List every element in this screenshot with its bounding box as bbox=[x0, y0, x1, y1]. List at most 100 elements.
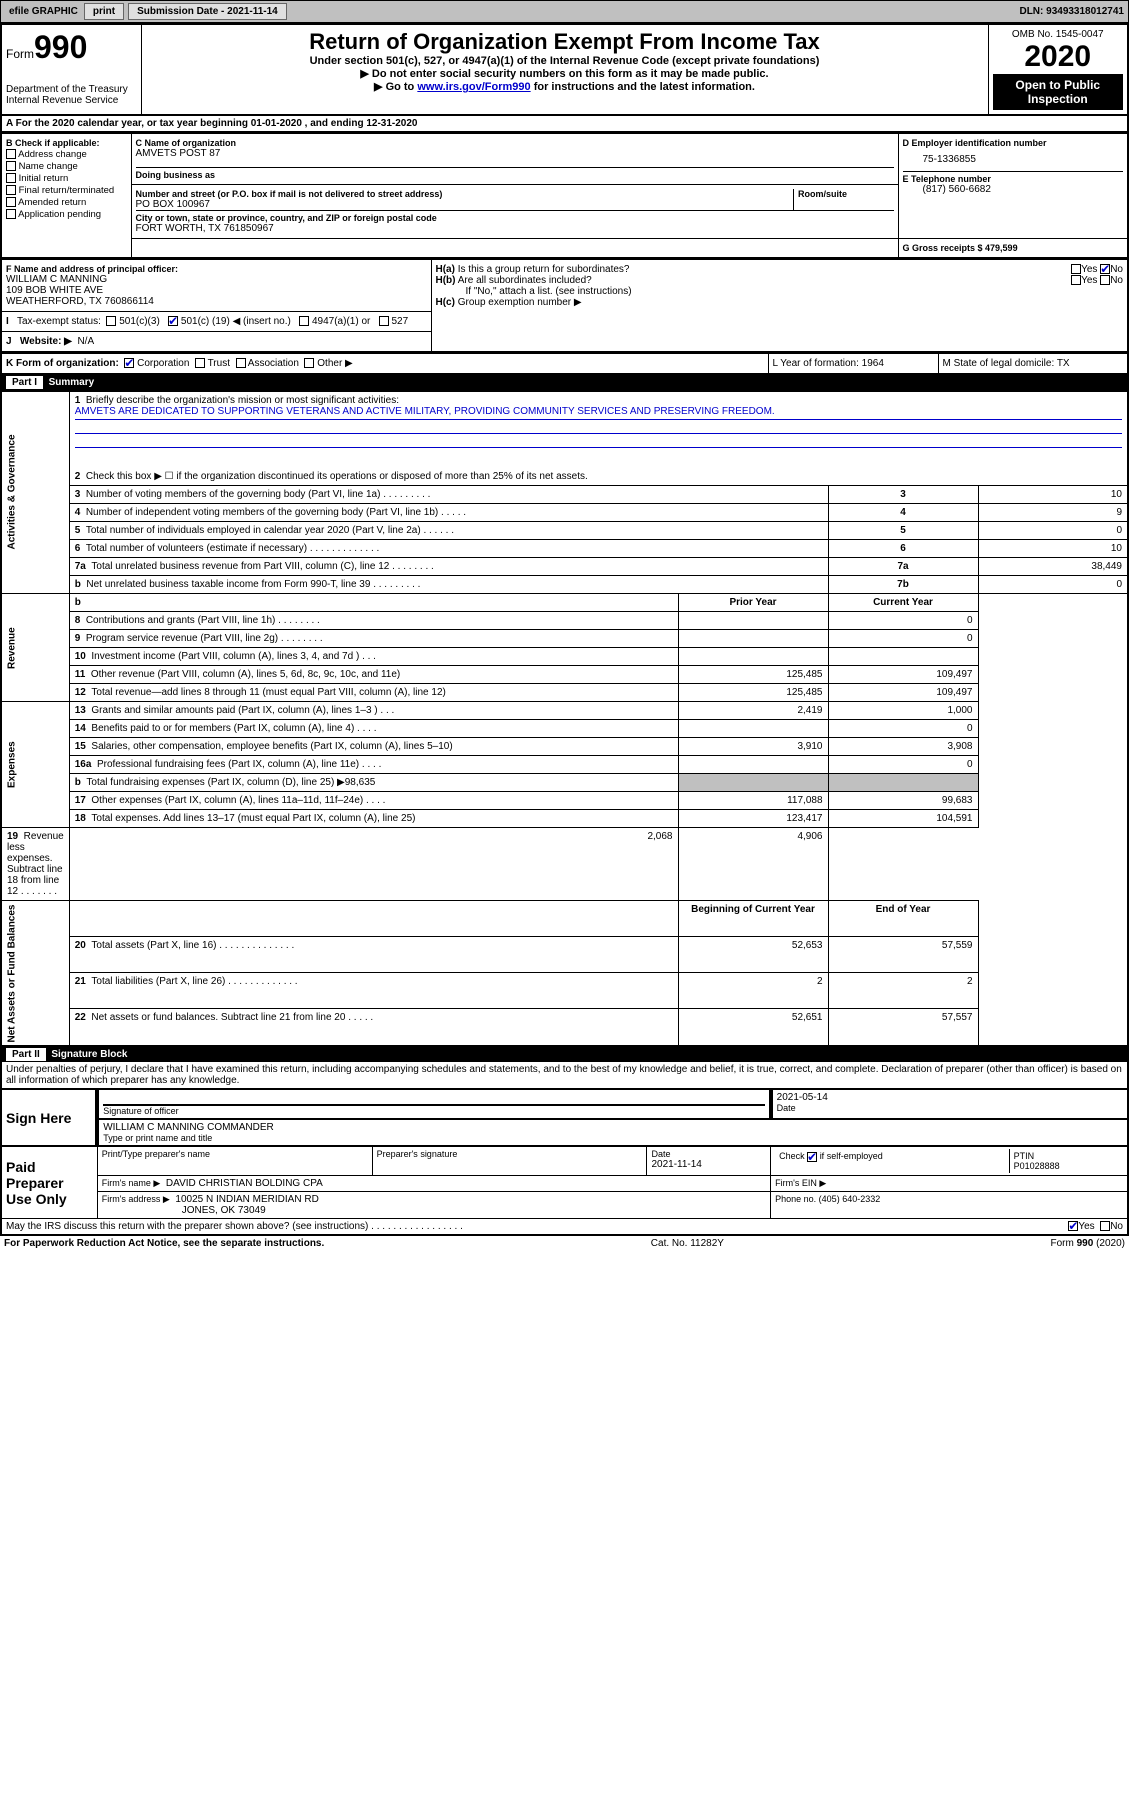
firm-name: DAVID CHRISTIAN BOLDING CPA bbox=[166, 1178, 323, 1189]
expense-row: 18 Total expenses. Add lines 13–17 (must… bbox=[1, 810, 1128, 828]
submission-date-label: Submission Date - 2021-11-14 bbox=[128, 3, 287, 20]
expense-row: b Total fundraising expenses (Part IX, c… bbox=[1, 774, 1128, 792]
form990-link[interactable]: www.irs.gov/Form990 bbox=[417, 81, 530, 93]
firm-phone: Phone no. (405) 640-2332 bbox=[775, 1194, 880, 1204]
hb-no-checkbox[interactable] bbox=[1100, 275, 1110, 285]
sign-here-label: Sign Here bbox=[1, 1090, 97, 1146]
address-value: PO BOX 100967 bbox=[136, 199, 794, 210]
sign-date: 2021-05-14 bbox=[777, 1092, 1123, 1103]
signature-officer-label: Signature of officer bbox=[103, 1106, 764, 1116]
amended-return-checkbox[interactable] bbox=[6, 197, 16, 207]
application-pending-checkbox[interactable] bbox=[6, 209, 16, 219]
501c3-checkbox[interactable] bbox=[106, 316, 116, 326]
perjury-declaration: Under penalties of perjury, I declare th… bbox=[0, 1062, 1129, 1090]
other-checkbox[interactable] bbox=[304, 358, 314, 368]
city-label: City or town, state or province, country… bbox=[136, 210, 894, 223]
officer-addr2: WEATHERFORD, TX 760866114 bbox=[6, 296, 427, 307]
discuss-yes-checkbox[interactable] bbox=[1068, 1221, 1078, 1231]
org-name-label: C Name of organization bbox=[136, 138, 894, 148]
revenue-row: 10 Investment income (Part VIII, column … bbox=[1, 648, 1128, 666]
state-domicile: M State of legal domicile: TX bbox=[943, 358, 1070, 369]
phone-value: (817) 560-6682 bbox=[903, 184, 1124, 195]
side-expenses: Expenses bbox=[1, 702, 69, 828]
preparer-date: 2021-11-14 bbox=[651, 1159, 766, 1170]
print-button[interactable]: print bbox=[84, 3, 124, 20]
4947-checkbox[interactable] bbox=[299, 316, 309, 326]
revenue-row: 9 Program service revenue (Part VIII, li… bbox=[1, 630, 1128, 648]
trust-checkbox[interactable] bbox=[195, 358, 205, 368]
dba-label: Doing business as bbox=[136, 167, 894, 180]
expense-row: 19 Revenue less expenses. Subtract line … bbox=[1, 828, 1128, 901]
part2-header: Part II Signature Block bbox=[0, 1047, 1129, 1062]
discuss-no-checkbox[interactable] bbox=[1100, 1221, 1110, 1231]
officer-addr1: 109 BOB WHITE AVE bbox=[6, 285, 427, 296]
attach-list: If "No," attach a list. (see instruction… bbox=[436, 286, 1124, 297]
officer-status-block: F Name and address of principal officer:… bbox=[0, 259, 1129, 353]
under-section: Under section 501(c), 527, or 4947(a)(1)… bbox=[146, 55, 984, 67]
form-title: Return of Organization Exempt From Incom… bbox=[146, 29, 984, 55]
corp-checkbox[interactable] bbox=[124, 358, 134, 368]
current-year-header: Current Year bbox=[828, 594, 978, 612]
expense-row: 15 Salaries, other compensation, employe… bbox=[1, 738, 1128, 756]
gov-row: 7a Total unrelated business revenue from… bbox=[1, 558, 1128, 576]
part1-header: Part I Summary bbox=[0, 375, 1129, 390]
signature-table: Sign Here Signature of officer 2021-05-1… bbox=[0, 1090, 1129, 1236]
efile-label: efile GRAPHIC bbox=[9, 6, 78, 17]
top-toolbar: efile GRAPHIC print Submission Date - 20… bbox=[0, 0, 1129, 23]
form-header: Form990 Department of the Treasury Inter… bbox=[0, 23, 1129, 116]
end-year-header: End of Year bbox=[828, 901, 978, 937]
omb-number: OMB No. 1545-0047 bbox=[993, 29, 1124, 40]
net-assets-row: 20 Total assets (Part X, line 16) . . . … bbox=[1, 937, 1128, 973]
paid-preparer-label: Paid Preparer Use Only bbox=[1, 1146, 97, 1219]
gov-row: 6 Total number of volunteers (estimate i… bbox=[1, 540, 1128, 558]
public-inspection-badge: Open to Public Inspection bbox=[993, 74, 1124, 110]
tax-year-range: A For the 2020 calendar year, or tax yea… bbox=[0, 116, 1129, 133]
officer-name: WILLIAM C MANNING bbox=[6, 274, 427, 285]
527-checkbox[interactable] bbox=[379, 316, 389, 326]
assoc-checkbox[interactable] bbox=[236, 358, 246, 368]
dept-treasury: Department of the Treasury bbox=[6, 84, 137, 95]
self-employed-checkbox[interactable] bbox=[807, 1152, 817, 1162]
year-formation: L Year of formation: 1964 bbox=[773, 358, 884, 369]
net-assets-row: 21 Total liabilities (Part X, line 26) .… bbox=[1, 973, 1128, 1009]
ha-no-checkbox[interactable] bbox=[1100, 264, 1110, 274]
expense-row: 16a Professional fundraising fees (Part … bbox=[1, 756, 1128, 774]
officer-label: F Name and address of principal officer: bbox=[6, 264, 427, 274]
page-footer: For Paperwork Reduction Act Notice, see … bbox=[0, 1236, 1129, 1251]
gross-receipts: G Gross receipts $ 479,599 bbox=[903, 243, 1124, 253]
initial-return-checkbox[interactable] bbox=[6, 173, 16, 183]
expense-row: 17 Other expenses (Part IX, column (A), … bbox=[1, 792, 1128, 810]
identity-block: B Check if applicable: Address change Na… bbox=[0, 133, 1129, 259]
ha-yes-checkbox[interactable] bbox=[1071, 264, 1081, 274]
prior-year-header: Prior Year bbox=[678, 594, 828, 612]
website-value: N/A bbox=[77, 336, 94, 347]
form-990-number: 990 bbox=[34, 29, 87, 65]
tax-year: 2020 bbox=[993, 40, 1124, 74]
gov-row: 3 Number of voting members of the govern… bbox=[1, 486, 1128, 504]
room-suite-label: Room/suite bbox=[798, 189, 890, 199]
city-value: FORT WORTH, TX 761850967 bbox=[136, 223, 894, 234]
phone-label: E Telephone number bbox=[903, 171, 1124, 184]
dept-irs: Internal Revenue Service bbox=[6, 95, 137, 106]
revenue-row: 12 Total revenue—add lines 8 through 11 … bbox=[1, 684, 1128, 702]
final-return-checkbox[interactable] bbox=[6, 185, 16, 195]
part1-table: Activities & Governance 1 Briefly descri… bbox=[0, 390, 1129, 1047]
side-net-assets: Net Assets or Fund Balances bbox=[1, 901, 69, 1047]
501c-checkbox[interactable] bbox=[168, 316, 178, 326]
address-change-checkbox[interactable] bbox=[6, 149, 16, 159]
box-b-heading: B Check if applicable: bbox=[6, 138, 127, 148]
gov-row: 4 Number of independent voting members o… bbox=[1, 504, 1128, 522]
cat-no: Cat. No. 11282Y bbox=[651, 1238, 724, 1249]
mission-text: AMVETS ARE DEDICATED TO SUPPORTING VETER… bbox=[75, 406, 1122, 420]
side-revenue: Revenue bbox=[1, 594, 69, 702]
firm-addr2: JONES, OK 73049 bbox=[102, 1205, 766, 1216]
ptin-value: P01028888 bbox=[1014, 1161, 1119, 1171]
paperwork-notice: For Paperwork Reduction Act Notice, see … bbox=[4, 1238, 324, 1249]
hb-yes-checkbox[interactable] bbox=[1071, 275, 1081, 285]
net-assets-row: 22 Net assets or fund balances. Subtract… bbox=[1, 1009, 1128, 1046]
dln-label: DLN: 93493318012741 bbox=[1019, 6, 1124, 17]
name-change-checkbox[interactable] bbox=[6, 161, 16, 171]
expense-row: 13 Grants and similar amounts paid (Part… bbox=[1, 702, 1128, 720]
ein-label: D Employer identification number bbox=[903, 138, 1124, 148]
form-label: Form bbox=[6, 47, 34, 61]
